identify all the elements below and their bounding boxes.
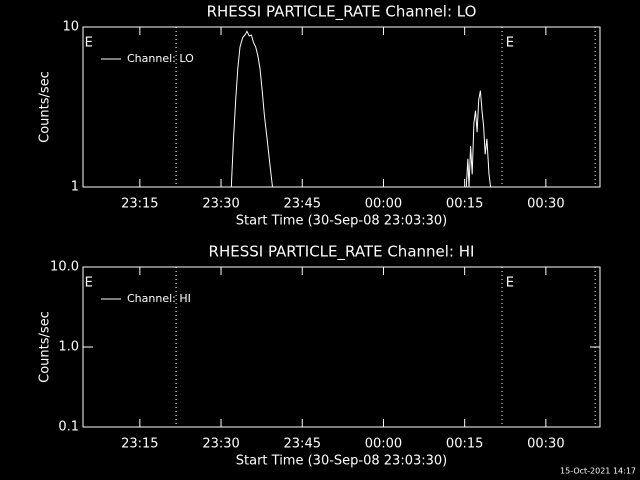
x-tick-label: 23:30 <box>202 437 239 452</box>
x-tick-label: 00:15 <box>446 197 483 212</box>
y-tick-label: 10 <box>62 20 79 35</box>
y-tick-label: 1 <box>71 180 79 195</box>
x-tick-label: 00:00 <box>365 197 402 212</box>
x-tick-label: 00:00 <box>365 437 402 452</box>
x-tick-label: 00:30 <box>527 437 564 452</box>
plot-frame <box>82 266 601 428</box>
annotation: E <box>85 276 93 291</box>
annotation: E <box>506 276 514 291</box>
y-axis-label: Counts/sec <box>38 311 53 383</box>
annotation: E <box>85 36 93 51</box>
y-axis-label: Counts/sec <box>38 71 53 143</box>
chart-title: RHESSI PARTICLE_RATE Channel: HI <box>209 243 475 262</box>
data-line <box>230 30 492 187</box>
y-tick-label: 0.1 <box>58 420 79 435</box>
x-tick-label: 00:15 <box>446 437 483 452</box>
y-tick-label: 10.0 <box>50 260 79 275</box>
annotation: E <box>506 36 514 51</box>
x-axis-label: Start Time (30-Sep-08 23:03:30) <box>236 214 447 229</box>
timestamp: 15-Oct-2021 14:17 <box>560 467 636 476</box>
chart-title: RHESSI PARTICLE_RATE Channel: LO <box>207 3 477 22</box>
x-tick-label: 23:45 <box>284 197 321 212</box>
x-tick-label: 23:30 <box>202 197 239 212</box>
x-tick-label: 23:15 <box>121 197 158 212</box>
x-tick-label: 23:45 <box>284 437 321 452</box>
legend-label: Channel: HI <box>127 292 191 305</box>
x-tick-label: 23:15 <box>121 437 158 452</box>
legend-label: Channel: LO <box>127 52 194 65</box>
x-tick-label: 00:30 <box>527 197 564 212</box>
y-tick-label: 1.0 <box>58 340 79 355</box>
plot-frame <box>82 26 601 188</box>
x-axis-label: Start Time (30-Sep-08 23:03:30) <box>236 454 447 469</box>
